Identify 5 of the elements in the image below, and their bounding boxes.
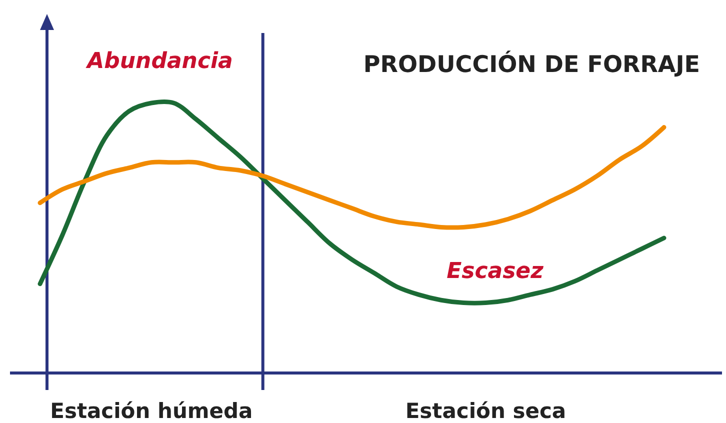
annotation: Escasez <box>446 259 544 284</box>
chart-title: PRODUCCIÓN DE FORRAJE <box>363 50 700 78</box>
x-tick-label: Estación seca <box>405 399 566 423</box>
text: Abundancia <box>85 49 233 74</box>
x-tick-label: Estación húmeda <box>50 399 253 423</box>
